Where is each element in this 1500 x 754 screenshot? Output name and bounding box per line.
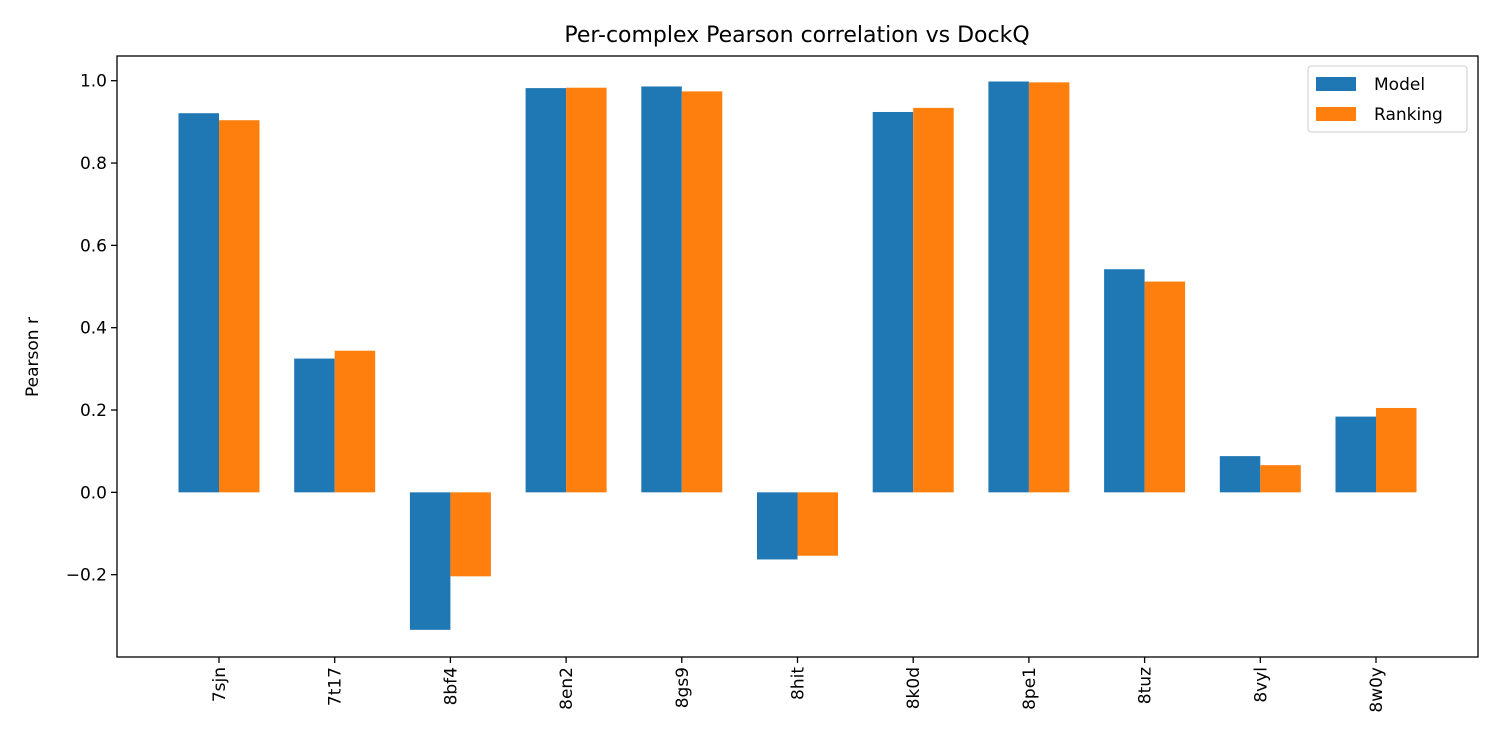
legend-swatch-model xyxy=(1316,77,1356,91)
y-tick-label: 0.6 xyxy=(80,236,107,256)
legend: Model Ranking xyxy=(1307,65,1468,133)
chart-title: Per-complex Pearson correlation vs DockQ xyxy=(564,23,1029,48)
y-tick-label: 1.0 xyxy=(80,72,107,92)
bar-ranking-8tuz xyxy=(1144,281,1186,493)
y-tick-label: 0.2 xyxy=(80,401,107,421)
bar-model-8tuz xyxy=(1104,269,1145,493)
x-tick-label: 8gs9 xyxy=(673,667,693,708)
legend-swatch-ranking xyxy=(1316,107,1356,121)
bar-model-8w0y xyxy=(1335,416,1376,493)
bar-ranking-7sjn xyxy=(219,120,260,493)
y-tick-label: 0.8 xyxy=(80,154,107,174)
y-tick-label: 0.4 xyxy=(80,319,107,339)
y-axis-label: Pearson r xyxy=(23,317,43,397)
y-tick-label: −0.2 xyxy=(66,566,107,586)
bar-ranking-8bf4 xyxy=(450,492,491,577)
bar-ranking-8k0d xyxy=(913,107,954,493)
bar-ranking-8hit xyxy=(797,492,838,556)
bar-ranking-8w0y xyxy=(1376,407,1417,493)
x-tick-label: 8hit xyxy=(789,667,809,700)
bar-ranking-7t17 xyxy=(334,350,376,493)
bar-model-8pe1 xyxy=(988,81,1029,493)
bar-model-7sjn xyxy=(178,113,219,493)
x-tick-label: 8pe1 xyxy=(1020,667,1040,710)
bar-model-8hit xyxy=(757,492,798,560)
x-tick-label: 8bf4 xyxy=(441,667,461,705)
x-tick-label: 8tuz xyxy=(1136,667,1156,704)
bar-ranking-8gs9 xyxy=(681,91,723,493)
bar-ranking-8vyl xyxy=(1260,465,1301,493)
y-tick-label: 0.0 xyxy=(80,483,107,503)
bars-layer xyxy=(178,81,1417,630)
legend-label-model: Model xyxy=(1374,75,1425,95)
bar-ranking-8en2 xyxy=(566,87,607,493)
plot-frame xyxy=(116,55,1479,658)
bar-model-8vyl xyxy=(1219,456,1261,493)
x-tick-label: 8en2 xyxy=(557,667,577,710)
x-tick-label: 7t17 xyxy=(326,667,346,706)
bar-model-8k0d xyxy=(872,111,914,493)
ticks-layer: −0.2 0.0 0.2 0.4 0.6 0.8 1.0 7sjn 7t17 8bf4 8en2 8g… xyxy=(66,72,1387,713)
x-tick-label: 7sjn xyxy=(210,667,230,702)
bar-model-8en2 xyxy=(525,88,567,493)
bar-ranking-8pe1 xyxy=(1028,82,1070,493)
x-tick-label: 8k0d xyxy=(904,667,924,709)
bar-model-8gs9 xyxy=(641,86,682,493)
legend-label-ranking: Ranking xyxy=(1374,105,1443,125)
x-tick-label: 8vyl xyxy=(1251,667,1271,703)
bar-model-8bf4 xyxy=(409,492,451,630)
bar-model-7t17 xyxy=(294,358,335,493)
x-tick-label: 8w0y xyxy=(1367,667,1387,713)
